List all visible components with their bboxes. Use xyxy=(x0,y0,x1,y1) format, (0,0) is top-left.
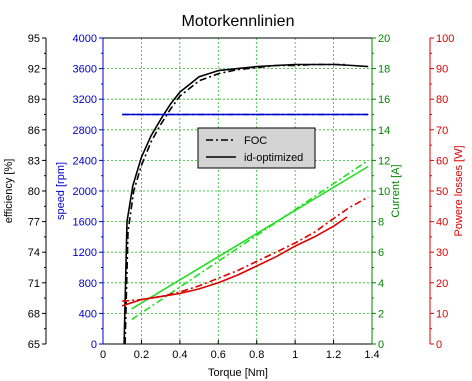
losses-axis: 0 10 20 30 40 50 60 70 80 90 100 xyxy=(429,33,454,351)
current-tick-label: 2 xyxy=(378,308,384,320)
series-losses-id-optimized xyxy=(121,216,348,307)
speed-tick-label: 400 xyxy=(79,308,97,320)
x-tick-label: 0.4 xyxy=(172,349,187,361)
efficiency-tick-label: 86 xyxy=(28,125,40,137)
current-tick-label: 12 xyxy=(378,155,390,167)
legend-label-foc: FOC xyxy=(244,135,267,147)
speed-tick-label: 1200 xyxy=(73,247,97,259)
losses-tick-label: 60 xyxy=(436,155,448,167)
speed-tick-label: 2400 xyxy=(73,155,97,167)
losses-tick-label: 40 xyxy=(436,217,448,229)
efficiency-tick-label: 71 xyxy=(28,278,40,290)
losses-tick-label: 100 xyxy=(436,33,454,45)
speed-axis-label: speed [rpm] xyxy=(55,162,67,220)
losses-axis-label: Powere losses [W] xyxy=(453,145,465,236)
current-tick-label: 14 xyxy=(378,125,390,137)
speed-tick-label: 3600 xyxy=(73,64,97,76)
x-tick-label: 1 xyxy=(292,349,298,361)
x-tick-label: 0 xyxy=(100,349,106,361)
x-axis-label: Torque [Nm] xyxy=(208,367,268,379)
losses-tick-label: 70 xyxy=(436,125,448,137)
speed-tick-label: 0 xyxy=(91,339,97,351)
efficiency-axis: 65 68 71 74 77 80 83 86 89 92 95 xyxy=(28,33,47,351)
efficiency-tick-label: 92 xyxy=(28,64,40,76)
current-axis: 0 2 4 6 8 10 12 14 16 18 20 xyxy=(371,33,390,351)
x-tick-label: 1.2 xyxy=(326,349,341,361)
current-tick-label: 10 xyxy=(378,186,390,198)
efficiency-axis-label: efficiency [%] xyxy=(3,159,15,224)
series-efficiency-id-optimized xyxy=(123,63,369,345)
current-tick-label: 8 xyxy=(378,217,384,229)
efficiency-tick-label: 80 xyxy=(28,186,40,198)
x-axis-ticks: 0 0.2 0.4 0.6 0.8 1 1.2 1.4 xyxy=(100,340,380,361)
efficiency-tick-label: 89 xyxy=(28,94,40,106)
efficiency-tick-label: 95 xyxy=(28,33,40,45)
speed-tick-label: 800 xyxy=(79,278,97,290)
current-tick-label: 6 xyxy=(378,247,384,259)
speed-tick-label: 3200 xyxy=(73,94,97,106)
series-group xyxy=(121,63,369,345)
x-tick-label: 0.6 xyxy=(211,349,226,361)
speed-tick-label: 1600 xyxy=(73,217,97,229)
current-tick-label: 0 xyxy=(378,339,384,351)
losses-tick-label: 80 xyxy=(436,94,448,106)
legend-box xyxy=(197,127,316,169)
current-tick-label: 16 xyxy=(378,94,390,106)
series-current-foc xyxy=(131,159,369,321)
series-efficiency-foc xyxy=(124,63,347,345)
x-tick-label: 0.8 xyxy=(249,349,264,361)
losses-tick-label: 50 xyxy=(436,186,448,198)
series-current-id-optimized xyxy=(131,165,369,310)
efficiency-tick-label: 74 xyxy=(28,247,40,259)
efficiency-tick-label: 65 xyxy=(28,339,40,351)
losses-tick-label: 20 xyxy=(436,278,448,290)
series-losses-foc xyxy=(122,196,369,302)
current-tick-label: 4 xyxy=(378,278,384,290)
efficiency-tick-label: 77 xyxy=(28,217,40,229)
efficiency-tick-label: 83 xyxy=(28,155,40,167)
current-tick-label: 18 xyxy=(378,64,390,76)
speed-tick-label: 4000 xyxy=(73,33,97,45)
grid xyxy=(103,38,372,344)
x-tick-label: 1.4 xyxy=(364,349,379,361)
current-tick-label: 20 xyxy=(378,33,390,45)
efficiency-tick-label: 68 xyxy=(28,308,40,320)
losses-tick-label: 10 xyxy=(436,308,448,320)
speed-axis: 0 400 800 1200 1600 2000 2400 2800 3200 3600 4000 xyxy=(73,33,104,351)
losses-tick-label: 90 xyxy=(436,64,448,76)
speed-tick-label: 2000 xyxy=(73,186,97,198)
chart-title: Motorkennlinien xyxy=(182,13,295,30)
speed-tick-label: 2800 xyxy=(73,125,97,137)
legend: FOC id-optimized xyxy=(197,127,316,169)
current-axis-label: Current [A] xyxy=(390,164,402,217)
legend-label-id-optimized: id-optimized xyxy=(244,152,303,164)
x-tick-label: 0.2 xyxy=(134,349,149,361)
losses-tick-label: 0 xyxy=(436,339,442,351)
losses-tick-label: 30 xyxy=(436,247,448,259)
